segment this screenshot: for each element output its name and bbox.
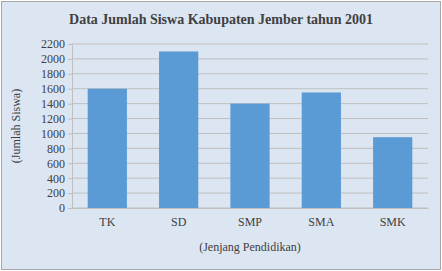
bars xyxy=(88,51,413,208)
grid-line xyxy=(72,73,428,74)
y-tick-mark xyxy=(68,133,72,134)
y-tick: 1400 xyxy=(41,97,72,111)
bar xyxy=(159,51,198,208)
y-tick-label: 200 xyxy=(47,186,65,200)
chart: 0200400600800100012001400160018002000220… xyxy=(0,0,442,271)
y-tick-mark xyxy=(68,104,72,105)
y-tick-mark xyxy=(68,89,72,90)
y-axis-line xyxy=(68,45,73,209)
y-tick-mark xyxy=(68,148,72,149)
x-axis-title: (Jenjang Pendidikan) xyxy=(199,240,301,254)
bar xyxy=(88,89,127,208)
y-tick-label: 2000 xyxy=(41,52,65,66)
x-tick: SMA xyxy=(308,208,334,229)
y-tick-mark xyxy=(68,178,72,179)
y-tick: 1000 xyxy=(41,127,72,141)
x-tick: SMK xyxy=(380,208,406,229)
x-tick-label: SMA xyxy=(308,215,334,229)
x-tick-label: SMK xyxy=(380,215,406,229)
background xyxy=(2,2,441,270)
x-axis-line xyxy=(73,208,429,209)
y-tick: 1200 xyxy=(41,112,72,126)
x-tick: SMP xyxy=(238,208,262,229)
title: Data Jumlah Siswa Kabupaten Jember tahun… xyxy=(69,12,373,27)
y-tick-label: 1000 xyxy=(41,127,65,141)
y-tick: 2200 xyxy=(41,37,72,51)
y-tick: 200 xyxy=(47,186,72,200)
y-tick-label: 1800 xyxy=(41,67,65,81)
plot: 0200400600800100012001400160018002000220… xyxy=(41,37,429,228)
y-tick: 1600 xyxy=(41,82,72,96)
y-tick-label: 1400 xyxy=(41,97,65,111)
x-tick: TK xyxy=(99,208,115,229)
grid-line xyxy=(72,58,428,59)
y-tick: 800 xyxy=(47,142,72,156)
y-tick-label: 1600 xyxy=(41,82,65,96)
y-tick-label: 1200 xyxy=(41,112,65,126)
grid-line xyxy=(72,44,428,45)
y-tick-label: 600 xyxy=(47,157,65,171)
y-tick-label: 400 xyxy=(47,172,65,186)
y-tick-mark xyxy=(68,59,72,60)
y-tick-label: 800 xyxy=(47,142,65,156)
grid xyxy=(72,44,428,208)
bar xyxy=(230,104,269,208)
y-tick-mark xyxy=(68,193,72,194)
y-tick-mark xyxy=(68,44,72,45)
x-tick: SD xyxy=(171,208,187,229)
y-axis: 0200400600800100012001400160018002000220… xyxy=(41,37,73,215)
x-tick-label: SMP xyxy=(238,215,262,229)
x-axis: TK SD SMP SMA SMK xyxy=(73,208,429,229)
y-tick-mark xyxy=(68,163,72,164)
y-tick-label: 2200 xyxy=(41,37,65,51)
bar xyxy=(302,92,341,208)
bar xyxy=(373,137,412,208)
y-tick-label: 0 xyxy=(59,201,65,215)
y-tick-mark xyxy=(68,119,72,120)
y-tick: 400 xyxy=(47,172,72,186)
y-tick: 2000 xyxy=(41,52,72,66)
y-tick-mark xyxy=(68,74,72,75)
y-axis-title: (Jumlah Siswa) xyxy=(9,89,23,163)
y-tick-mark xyxy=(68,208,72,209)
y-tick: 1800 xyxy=(41,67,72,81)
x-tick-label: SD xyxy=(171,215,187,229)
y-tick: 0 xyxy=(59,201,72,215)
y-tick: 600 xyxy=(47,157,72,171)
x-tick-label: TK xyxy=(99,215,115,229)
